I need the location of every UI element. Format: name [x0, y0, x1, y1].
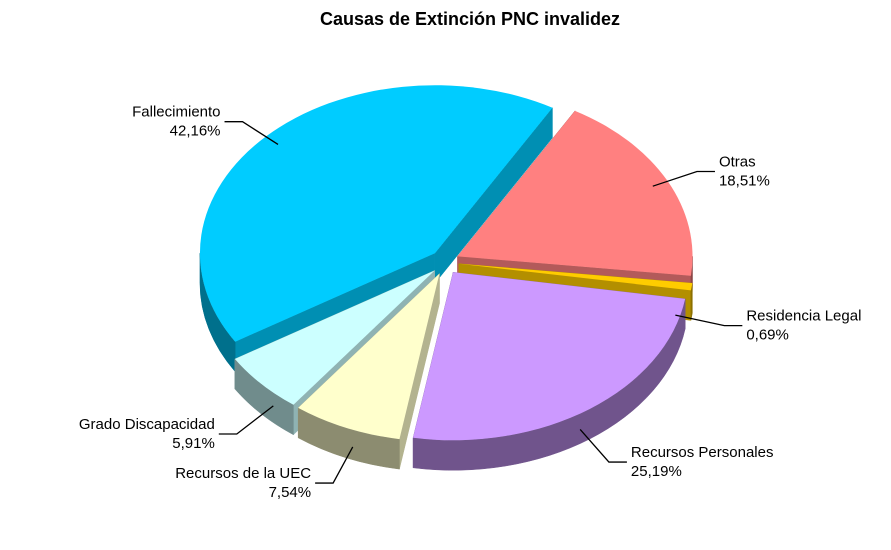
data-label-value: 5,91%: [172, 435, 215, 452]
slice-top: [199, 85, 553, 342]
slice-top: [234, 270, 435, 405]
leader-line: [224, 121, 279, 146]
slice-top: [413, 272, 686, 441]
data-label-value: 7,54%: [269, 484, 312, 501]
data-label-name: Otras: [719, 153, 756, 170]
data-label-name: Fallecimiento: [132, 104, 220, 121]
data-label-name: Recursos de la UEC: [175, 465, 311, 482]
slice-top: [298, 273, 440, 440]
leader-line: [675, 314, 743, 327]
data-label-value: 18,51%: [719, 172, 770, 189]
data-label-name: Residencia Legal: [746, 308, 861, 325]
leader-line: [315, 446, 354, 484]
chart-title: Causas de Extinción PNC invalidez: [320, 9, 620, 29]
leader-line: [652, 170, 715, 187]
leader-line: [218, 405, 274, 435]
slice: [412, 271, 686, 471]
data-label-value: 25,19%: [631, 463, 682, 480]
slice-side: [412, 298, 686, 471]
data-label-value: 42,16%: [170, 123, 221, 140]
data-label-value: 0,69%: [746, 327, 789, 344]
slice-top: [458, 263, 693, 291]
leader-line: [579, 428, 627, 463]
data-label-name: Recursos Personales: [631, 444, 774, 461]
data-label-name: Grado Discapacidad: [79, 416, 215, 433]
slice-top: [457, 110, 693, 276]
slice: [297, 272, 440, 470]
